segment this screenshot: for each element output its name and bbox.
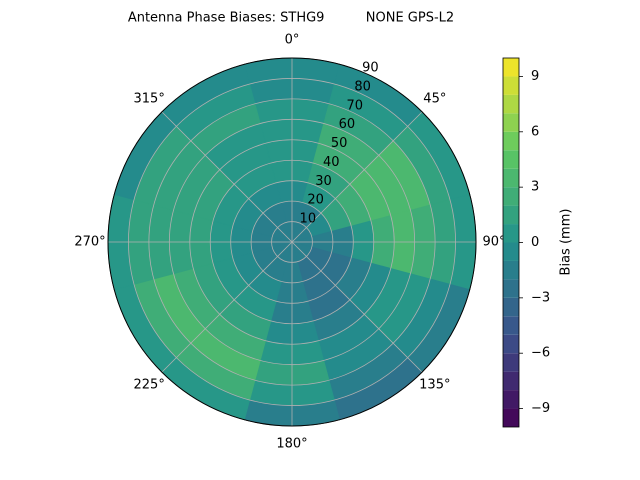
polar-frame — [107, 57, 477, 427]
colorbar-band — [503, 242, 519, 261]
colorbar-band — [503, 279, 519, 298]
r-tick-label: 20 — [307, 193, 324, 208]
colorbar-band — [503, 94, 519, 114]
grid-spoke — [291, 111, 423, 243]
colorbar-band — [503, 316, 519, 335]
colorbar-band — [503, 371, 519, 391]
colorbar-band — [503, 353, 519, 372]
r-tick-label: 50 — [331, 136, 348, 151]
colorbar-band — [503, 76, 519, 95]
colorbar-band — [503, 131, 519, 151]
grid-spoke — [291, 241, 423, 373]
r-tick-label: 80 — [354, 79, 371, 94]
r-tick-label: 30 — [315, 174, 332, 189]
colorbar-tick-label: 9 — [531, 69, 539, 84]
colorbar-label: Bias (mm) — [559, 209, 574, 276]
colorbar-band — [503, 168, 519, 188]
colorbar-tick-label: −6 — [531, 346, 550, 361]
colorbar-band — [503, 408, 519, 427]
theta-tick-label: 45° — [423, 92, 446, 107]
colorbar-band — [503, 297, 519, 317]
colorbar-band — [503, 113, 519, 132]
colorbar-band — [503, 205, 519, 225]
colorbar-tick-label: 6 — [531, 124, 539, 139]
colorbar-tick-label: 0 — [531, 235, 539, 250]
colorbar-band — [503, 334, 519, 354]
theta-tick-label: 135° — [419, 377, 450, 392]
theta-tick-label: 180° — [276, 437, 307, 452]
polar-plot — [107, 57, 477, 427]
colorbar-band — [503, 58, 519, 77]
r-tick-label: 90 — [362, 61, 379, 76]
colorbar-band — [503, 260, 519, 280]
colorbar-band — [503, 390, 519, 409]
colorbar-tick-label: −9 — [531, 401, 550, 416]
colorbar-tick-label: −3 — [531, 290, 550, 305]
r-tick-label: 10 — [300, 212, 317, 227]
theta-tick-label: 270° — [74, 235, 105, 250]
theta-tick-label: 90° — [482, 235, 505, 250]
chart-title: Antenna Phase Biases: STHG9 NONE GPS-L2 — [128, 11, 454, 26]
grid-spoke — [161, 111, 293, 243]
r-tick-label: 70 — [346, 98, 363, 113]
r-tick-label: 40 — [323, 155, 340, 170]
colorbar-band — [503, 187, 519, 206]
grid-spoke — [161, 241, 293, 373]
theta-tick-label: 0° — [285, 33, 300, 48]
colorbar-tick-label: 3 — [531, 180, 539, 195]
colorbar-band — [503, 224, 519, 243]
theta-tick-label: 315° — [134, 92, 165, 107]
r-tick-label: 60 — [339, 117, 356, 132]
theta-tick-label: 225° — [134, 377, 165, 392]
colorbar-band — [503, 150, 519, 169]
